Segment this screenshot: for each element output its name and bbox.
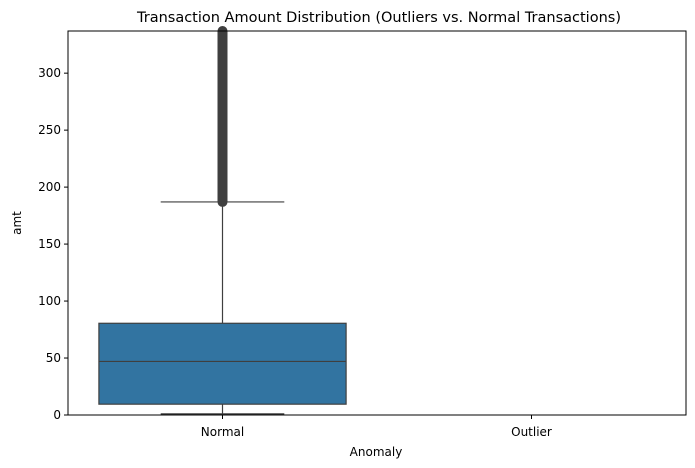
y-axis-label: amt — [10, 211, 24, 235]
y-tick-label: 200 — [38, 180, 61, 194]
y-tick-label: 100 — [38, 294, 61, 308]
y-tick-label: 300 — [38, 66, 61, 80]
y-tick-label: 0 — [53, 408, 61, 422]
y-tick-label: 50 — [46, 351, 61, 365]
x-tick-label: Normal — [201, 425, 244, 439]
axes: 0 50 100 150 200 250 300 Normal Outlier — [38, 30, 687, 439]
chart-title: Transaction Amount Distribution (Outlier… — [136, 10, 621, 26]
y-tick-label: 250 — [38, 123, 61, 137]
x-axis-label: Anomaly — [350, 445, 403, 459]
y-tick-label: 150 — [38, 237, 61, 251]
plot-frame — [67, 30, 687, 416]
x-tick-label: Outlier — [511, 425, 552, 439]
box-iqr-normal — [98, 322, 347, 405]
plot-area — [98, 26, 347, 415]
